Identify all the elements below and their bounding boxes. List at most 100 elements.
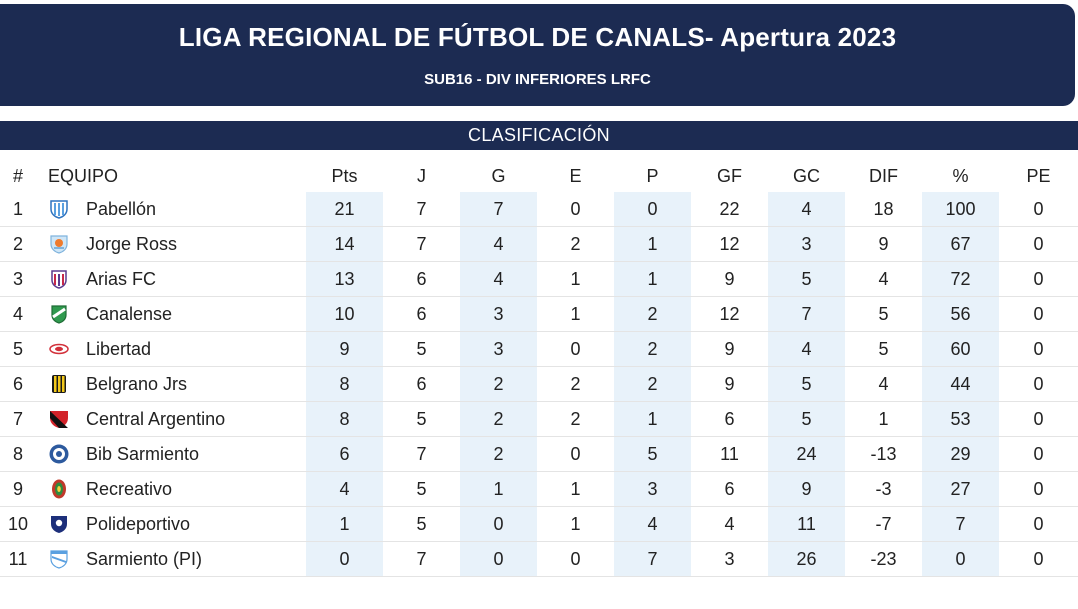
col-header-pts: Pts: [331, 165, 358, 186]
cell-rank: 1: [0, 192, 36, 227]
cell-g: 4: [460, 261, 537, 297]
cell-gf: 12: [691, 226, 768, 262]
cell-pts: 14: [306, 226, 383, 262]
cell-gc: 26: [768, 541, 845, 577]
cell-pct: 56: [922, 296, 999, 332]
table-header-row: # EQUIPO Pts J G E P GF GC DIF % PE: [0, 160, 1078, 192]
cell-team: Polideportivo: [36, 506, 306, 542]
table-row: 2 Jorge Ross 14 7 4 2 1 12 3 9 67 0: [0, 226, 1078, 262]
cell-p: 2: [614, 331, 691, 367]
cell-gf: 6: [691, 471, 768, 507]
cell-rank: 4: [0, 296, 36, 332]
cell-gc: 11: [768, 506, 845, 542]
cell-dif: 1: [845, 401, 922, 437]
standings-table: # EQUIPO Pts J G E P GF GC DIF % PE 1 Pab…: [0, 160, 1078, 577]
cell-g: 4: [460, 226, 537, 262]
team-name: Central Argentino: [86, 408, 226, 429]
cell-gc: 5: [768, 366, 845, 402]
cell-e: 2: [537, 366, 614, 402]
cell-e: 0: [537, 331, 614, 367]
team-name: Libertad: [86, 338, 152, 359]
cell-pe: 0: [999, 192, 1078, 227]
polideportivo-crest-icon: [48, 513, 70, 535]
table-row: 4 Canalense 10 6 3 1 2 12 7 5 56 0: [0, 296, 1078, 332]
cell-pct: 0: [922, 541, 999, 577]
cell-p: 2: [614, 296, 691, 332]
cell-j: 5: [383, 331, 460, 367]
cell-j: 7: [383, 226, 460, 262]
belgrano-jrs-crest-icon: [48, 373, 70, 395]
cell-j: 6: [383, 261, 460, 297]
cell-pe: 0: [999, 401, 1078, 437]
table-row: 10 Polideportivo 1 5 0 1 4 4 11 -7 7 0: [0, 506, 1078, 542]
team-name: Canalense: [86, 303, 173, 324]
cell-dif: -13: [845, 436, 922, 472]
cell-pts: 6: [306, 436, 383, 472]
cell-j: 6: [383, 296, 460, 332]
cell-gc: 4: [768, 192, 845, 227]
cell-pts: 4: [306, 471, 383, 507]
jorge-ross-crest-icon: [48, 233, 70, 255]
cell-team: Jorge Ross: [36, 226, 306, 262]
col-header-p: P: [646, 165, 659, 186]
cell-pct: 67: [922, 226, 999, 262]
cell-j: 7: [383, 192, 460, 227]
cell-pct: 27: [922, 471, 999, 507]
table-row: 7 Central Argentino 8 5 2 2 1 6 5 1 53 0: [0, 401, 1078, 437]
table-row: 6 Belgrano Jrs 8 6 2 2 2 9 5 4 44 0: [0, 366, 1078, 402]
cell-gf: 4: [691, 506, 768, 542]
cell-pts: 8: [306, 366, 383, 402]
cell-rank: 5: [0, 331, 36, 367]
cell-pct: 44: [922, 366, 999, 402]
cell-gf: 12: [691, 296, 768, 332]
cell-g: 0: [460, 541, 537, 577]
col-header-e: E: [569, 165, 582, 186]
cell-pts: 10: [306, 296, 383, 332]
cell-j: 5: [383, 471, 460, 507]
cell-pe: 0: [999, 226, 1078, 262]
cell-p: 1: [614, 226, 691, 262]
col-header-team: EQUIPO: [48, 165, 119, 186]
table-row: 8 Bib Sarmiento 6 7 2 0 5 11 24 -13 29 0: [0, 436, 1078, 472]
cell-e: 1: [537, 296, 614, 332]
cell-p: 7: [614, 541, 691, 577]
cell-gc: 5: [768, 261, 845, 297]
cell-g: 2: [460, 436, 537, 472]
cell-gc: 3: [768, 226, 845, 262]
team-name: Belgrano Jrs: [86, 373, 188, 394]
cell-j: 5: [383, 506, 460, 542]
cell-dif: 9: [845, 226, 922, 262]
cell-p: 2: [614, 366, 691, 402]
cell-team: Bib Sarmiento: [36, 436, 306, 472]
libertad-crest-icon: [48, 338, 70, 360]
cell-team: Sarmiento (PI): [36, 541, 306, 577]
cell-team: Central Argentino: [36, 401, 306, 437]
cell-rank: 3: [0, 261, 36, 297]
cell-pts: 21: [306, 192, 383, 227]
canalense-crest-icon: [48, 303, 70, 325]
cell-e: 0: [537, 541, 614, 577]
cell-e: 2: [537, 226, 614, 262]
cell-gc: 24: [768, 436, 845, 472]
cell-dif: -7: [845, 506, 922, 542]
cell-p: 3: [614, 471, 691, 507]
cell-pe: 0: [999, 541, 1078, 577]
central-argentino-crest-icon: [48, 408, 70, 430]
team-name: Recreativo: [86, 478, 173, 499]
cell-gf: 6: [691, 401, 768, 437]
table-row: 1 Pabellón 21 7 7 0 0 22 4 18 100 0: [0, 192, 1078, 227]
cell-pts: 9: [306, 331, 383, 367]
cell-p: 1: [614, 261, 691, 297]
cell-dif: -23: [845, 541, 922, 577]
cell-j: 6: [383, 366, 460, 402]
cell-rank: 8: [0, 436, 36, 472]
cell-j: 7: [383, 541, 460, 577]
table-row: 9 Recreativo 4 5 1 1 3 6 9 -3 27 0: [0, 471, 1078, 507]
cell-pts: 0: [306, 541, 383, 577]
cell-pe: 0: [999, 366, 1078, 402]
cell-pe: 0: [999, 296, 1078, 332]
cell-gc: 4: [768, 331, 845, 367]
cell-pct: 100: [922, 192, 999, 227]
cell-gc: 5: [768, 401, 845, 437]
cell-dif: 4: [845, 261, 922, 297]
